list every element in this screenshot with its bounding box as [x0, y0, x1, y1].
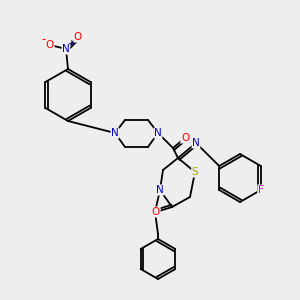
Text: N: N [154, 128, 162, 138]
Text: N: N [111, 128, 119, 138]
Text: O: O [181, 133, 189, 143]
Text: N: N [192, 138, 200, 148]
Text: F: F [258, 185, 264, 195]
Text: O: O [46, 40, 54, 50]
Text: O: O [74, 32, 82, 42]
Text: N: N [62, 44, 70, 54]
Text: +: + [67, 40, 75, 49]
Text: S: S [192, 167, 198, 177]
Text: N: N [156, 185, 164, 195]
Text: O: O [152, 207, 160, 217]
Text: -: - [42, 34, 46, 46]
